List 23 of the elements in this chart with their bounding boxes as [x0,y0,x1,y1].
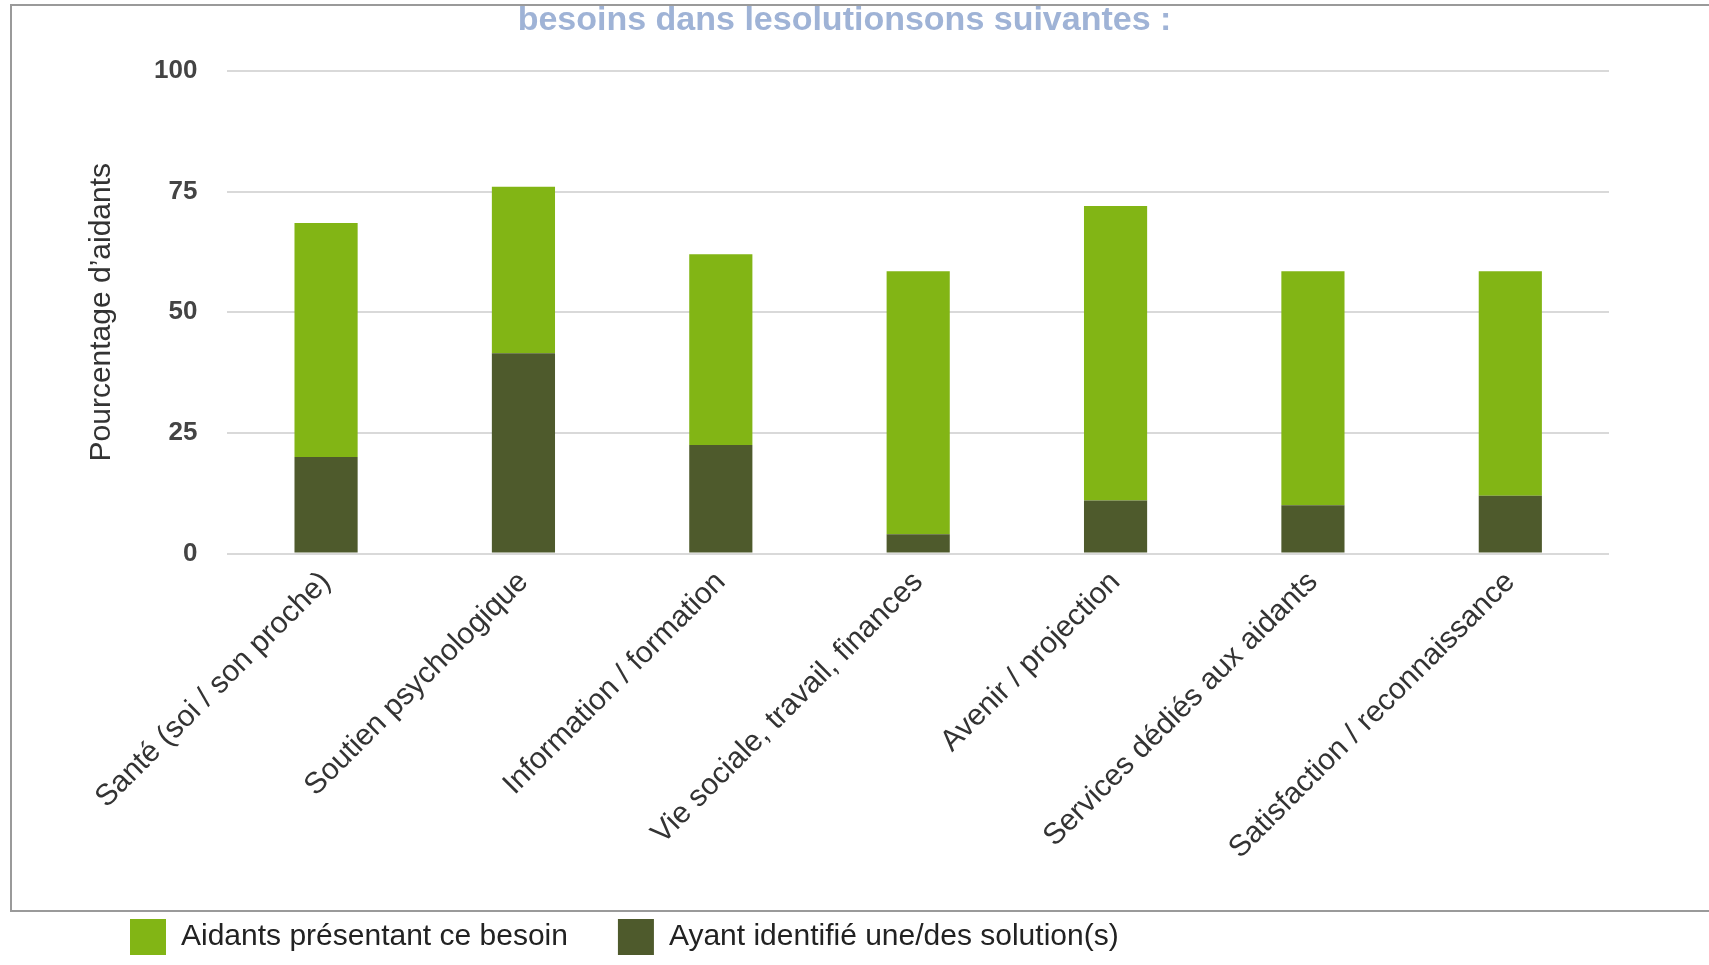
bar [294,222,358,458]
chart-title: besoins dans lesolutionsons suivantes : [517,0,1172,37]
bar [1478,495,1542,553]
y-tick-label: 100 [153,53,198,84]
legend-label: Aidants présentant ce besoin [181,918,568,952]
y-tick-label: 25 [168,416,198,447]
bar [491,186,556,354]
bar [1083,205,1148,501]
bar [1281,505,1345,553]
bar [1478,271,1542,496]
y-axis-title: Pourcentage d’aidants [83,162,117,462]
y-tick-label: 50 [168,295,198,326]
bar [689,254,753,445]
bar [491,353,556,553]
y-tick-label: 75 [168,174,198,205]
bar [689,444,753,553]
y-tick-label: 0 [182,536,198,567]
bar [1281,271,1345,506]
bar [886,534,950,553]
bar [294,457,358,553]
bar [886,271,950,535]
bar [1083,500,1148,553]
legend-label: Ayant identifié une/des solution(s) [668,918,1119,952]
